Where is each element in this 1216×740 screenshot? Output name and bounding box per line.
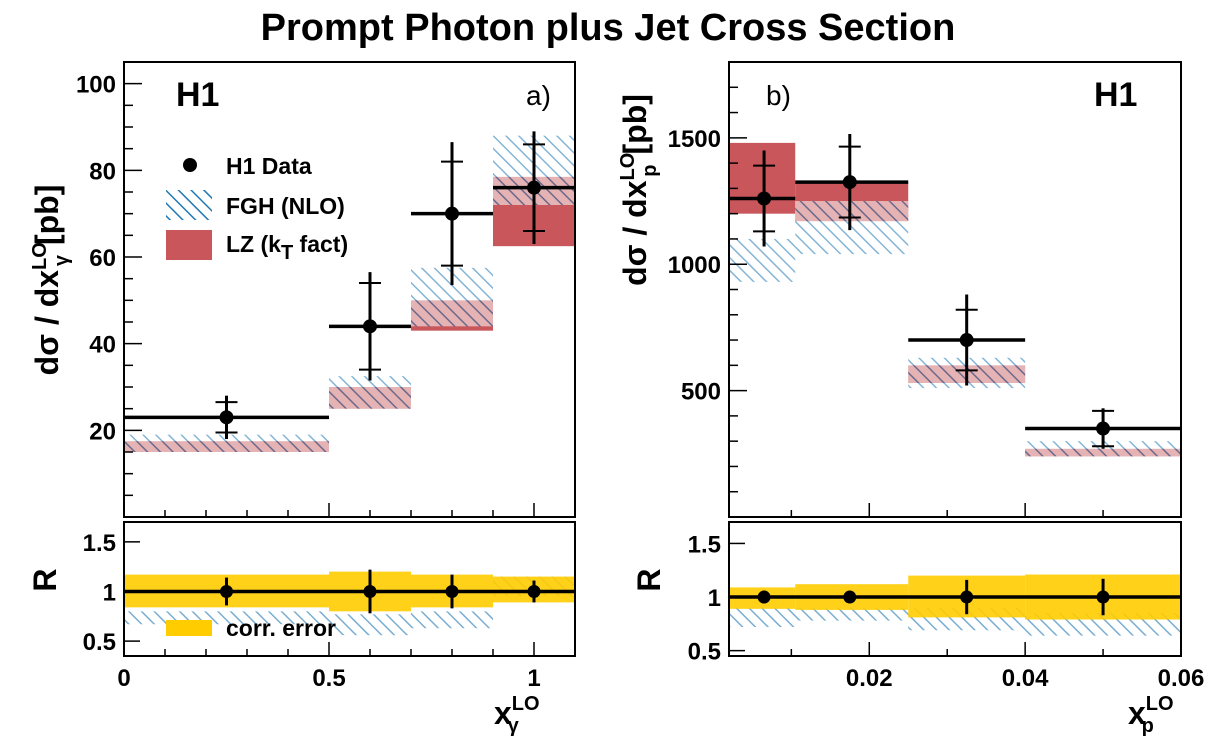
ratio-point-b-0 [757, 590, 771, 604]
ratio-ytick-label-a-0: 0.5 [83, 629, 116, 656]
ratio-ytick-label-b-1: 1 [708, 585, 721, 612]
legend-fgh-label: FGH (NLO) [226, 193, 345, 219]
data-point-b-2 [959, 333, 974, 348]
ratio-point-a-3 [527, 584, 541, 598]
xtick-label-b-0: 0.02 [846, 665, 893, 692]
panel-b: 500 1000 1500 0.5 1 1.5 0.02 0.04 0.06 H1 b) dσ … [617, 61, 1205, 737]
ytick-label-a-20: 20 [89, 418, 116, 445]
fgh-band-b-0 [729, 238, 796, 282]
panel-a-experiment-label: H1 [176, 76, 219, 114]
panel-a-main-bands [124, 135, 575, 452]
legend-corr-swatch [166, 620, 212, 636]
xtick-label-a-0: 0 [117, 665, 130, 692]
data-point-a-3 [527, 180, 541, 195]
legend-data-label: H1 Data [226, 153, 312, 179]
ratio-point-b-1 [843, 590, 857, 604]
data-point-a-2 [445, 206, 459, 221]
legend-fgh-swatch [166, 190, 212, 220]
panel-a-ylabel: dσ / dxLOγ[pb] [29, 185, 73, 376]
panel-b-ratio-ylabel: R [631, 568, 667, 591]
fgh-band-a-0 [124, 434, 329, 452]
ratio-point-b-3 [1096, 590, 1110, 604]
legend-lz-label: LZ (kT fact) [226, 231, 348, 264]
ratio-fgh-band-a-1 [329, 614, 411, 636]
legend-corr-label: corr. error [226, 615, 336, 641]
ratio-fgh-band-b-0 [729, 607, 796, 628]
ytick-label-a-60: 60 [89, 245, 116, 272]
ratio-point-a-0 [220, 584, 233, 598]
xtick-label-b-2: 0.06 [1158, 665, 1205, 692]
legend: H1 Data FGH (NLO) LZ (kT fact) corr. err… [166, 153, 348, 641]
panel-a-xlabel: xLO γ [494, 693, 540, 737]
ratio-fgh-band-a-2 [411, 611, 493, 629]
panel-b-main-frame [728, 61, 1182, 518]
panel-b-axes: 500 1000 1500 0.5 1 1.5 0.02 0.04 0.06 [668, 86, 1205, 692]
ratio-ytick-label-b-2: 1.5 [688, 531, 721, 558]
panel-b-ratio-data [729, 578, 1181, 616]
xtick-label-a-1: 0.5 [312, 665, 345, 692]
panel-b-main-data [729, 134, 1181, 449]
legend-lz-swatch [166, 230, 212, 260]
panel-b-ylabel: dσ / dxLOp[pb] [617, 94, 661, 286]
data-point-b-3 [1096, 421, 1111, 436]
panel-a-ratio-frame [123, 521, 576, 657]
data-point-b-1 [842, 175, 857, 190]
ytick-label-a-80: 80 [89, 158, 116, 185]
xtick-label-a-2: 1 [527, 665, 540, 692]
legend-data-marker [183, 158, 197, 172]
panel-b-ratio-bands [729, 574, 1181, 636]
data-point-a-1 [363, 319, 377, 334]
panel-a-ratio-ylabel: R [27, 568, 63, 591]
panel-b-xlabel: xLO p [1128, 693, 1174, 737]
ratio-point-a-1 [363, 584, 377, 598]
xtick-label-b-1: 0.04 [1002, 665, 1049, 692]
ratio-ytick-label-b-0: 0.5 [688, 639, 721, 666]
ytick-label-b-1500: 1500 [668, 126, 721, 153]
panel-a-ratio-data [124, 569, 575, 614]
panel-a-main-data [124, 131, 575, 439]
panel-a-panel-label: a) [526, 80, 551, 111]
data-point-a-0 [219, 410, 234, 425]
fgh-band-a-1 [329, 376, 411, 409]
fgh-band-b-1 [795, 201, 909, 255]
panel-b-panel-label: b) [766, 80, 791, 111]
ytick-label-a-40: 40 [89, 332, 116, 359]
chart-title: Prompt Photon plus Jet Cross Section [261, 7, 956, 49]
ratio-point-a-2 [445, 584, 459, 598]
ratio-fgh-band-b-1 [795, 607, 909, 621]
ratio-ytick-label-a-2: 1.5 [83, 530, 116, 557]
panel-b-experiment-label: H1 [1094, 76, 1137, 114]
panel-a-main-frame [123, 61, 576, 518]
ytick-label-b-500: 500 [681, 379, 721, 406]
data-point-b-0 [757, 191, 772, 206]
ytick-label-a-100: 100 [76, 72, 116, 99]
panel-b-ratio-frame [728, 521, 1182, 657]
ratio-ytick-label-a-1: 1 [103, 579, 116, 606]
ratio-point-b-2 [960, 590, 974, 604]
ytick-label-b-1000: 1000 [668, 252, 721, 279]
panel-b-main-bands [729, 142, 1181, 457]
